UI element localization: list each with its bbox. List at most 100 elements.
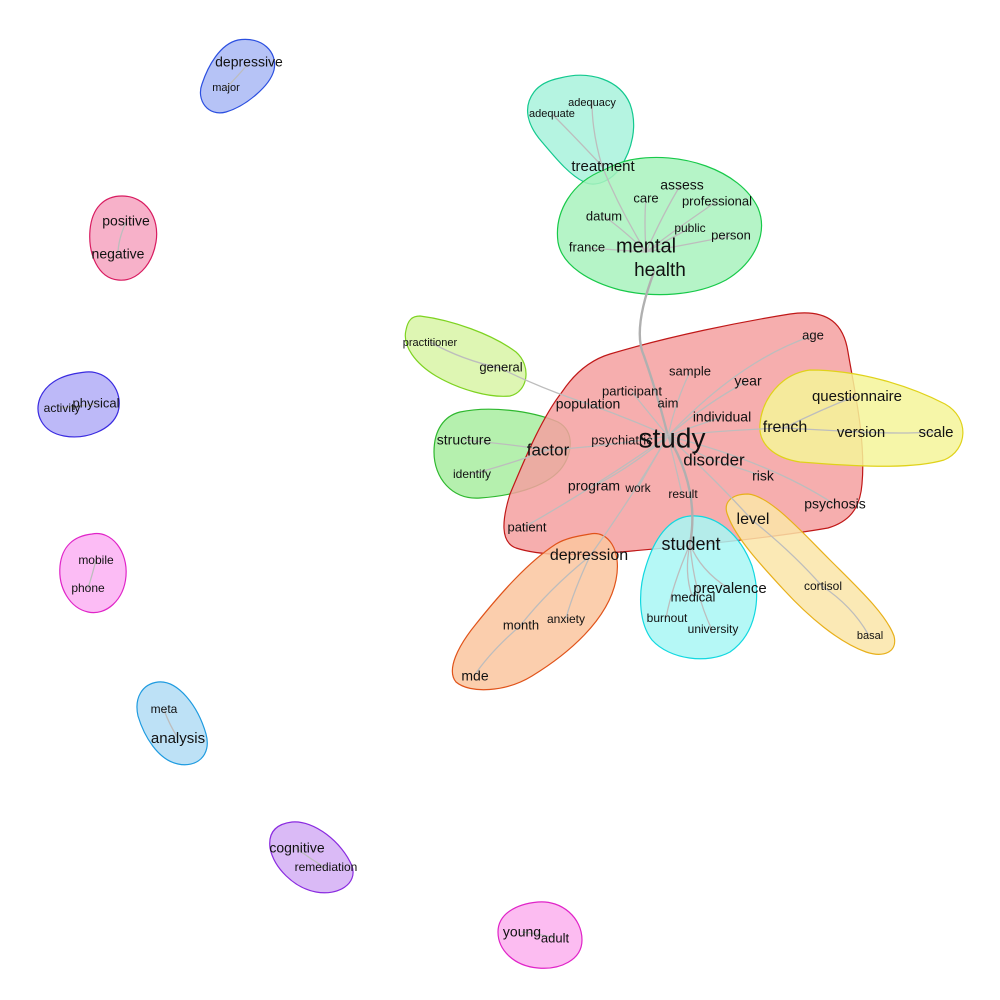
edge-study-student[interactable] (666, 434, 694, 546)
edge-study-french (667, 427, 785, 437)
word-work: work (624, 481, 651, 495)
edge-cognitive-remediation (295, 847, 327, 869)
word-remediation: remediation (295, 860, 358, 874)
edge-study-psychosis (667, 435, 835, 505)
edge-depressive-major (225, 63, 249, 89)
word-negative: negative (92, 246, 145, 262)
edge-study-program (593, 435, 669, 487)
word-structure: structure (437, 432, 492, 448)
edge-study-level (667, 435, 753, 521)
word-aim: aim (658, 395, 679, 410)
word-program: program (568, 478, 620, 494)
edge-health-assess (645, 185, 681, 253)
word-basal: basal (857, 630, 883, 642)
word-major: major (212, 82, 240, 94)
edge-positive-negative (117, 221, 127, 255)
word-datum: datum (586, 208, 622, 223)
edge-treatment-adequate (551, 113, 603, 167)
edge-factor-structure (463, 439, 549, 451)
word-version: version (837, 424, 885, 441)
edge-study-participant (631, 391, 669, 437)
region-mental-health (556, 156, 762, 296)
word-anxiety: anxiety (547, 612, 585, 626)
word-level: level (737, 511, 770, 528)
edge-study-population (587, 403, 669, 437)
word-labels: depressivemajorpositivenegativephysicala… (44, 54, 954, 946)
word-medical: medical (671, 589, 716, 604)
region-physical-activity (37, 371, 120, 438)
word-physical: physical (73, 395, 120, 410)
word-depressive: depressive (215, 54, 283, 70)
word-prevalence: prevalence (693, 580, 766, 597)
word-activity: activity (44, 401, 81, 415)
region-positive-negative (89, 195, 158, 281)
edge-month-mde (473, 625, 521, 677)
word-student: student (661, 534, 720, 554)
edge-study-factor (547, 435, 669, 451)
word-practitioner: practitioner (403, 337, 458, 349)
word-professional: professional (682, 193, 752, 208)
word-analysis: analysis (151, 730, 205, 747)
word-care: care (633, 190, 658, 205)
edge-disorder-risk (711, 459, 763, 477)
word-adult: adult (541, 930, 570, 945)
edge-study-age (667, 335, 813, 437)
edge-health-professional (645, 201, 717, 253)
edge-mobile-phone (87, 559, 97, 589)
network-edges (61, 63, 935, 939)
edge-study-disorder (667, 435, 713, 461)
word-meta: meta (151, 702, 178, 716)
word-population: population (556, 396, 621, 412)
edge-study-individual (667, 417, 721, 437)
word-person: person (711, 227, 751, 242)
word-adequacy: adequacy (568, 97, 616, 109)
word-mental: mental (616, 235, 676, 257)
edge-health-care (644, 197, 647, 253)
word-france: france (569, 239, 605, 254)
edge-version-scale (859, 431, 935, 434)
edge-health-study[interactable] (638, 270, 670, 438)
word-psychiatric: psychiatric (591, 432, 653, 447)
edge-study-sample (667, 371, 691, 437)
word-year: year (734, 373, 762, 389)
edge-general-practitioner (429, 341, 501, 369)
word-university: university (688, 622, 739, 636)
edge-meta-analysis (163, 709, 179, 739)
edge-young-adult (521, 931, 555, 939)
word-age: age (802, 327, 824, 342)
edge-student-burnout (665, 543, 691, 619)
edge-cortisol-basal (821, 585, 869, 635)
word-health: health (634, 260, 686, 281)
edge-depression-month (519, 555, 591, 627)
edge-student-prevalence (689, 543, 729, 589)
word-burnout: burnout (647, 611, 688, 625)
word-questionnaire: questionnaire (812, 388, 902, 405)
word-cognitive: cognitive (269, 840, 324, 856)
edge-health-person (645, 235, 731, 253)
word-patient: patient (507, 519, 546, 534)
edge-health-france (587, 247, 647, 253)
word-study: study (639, 422, 706, 453)
edge-french-version (783, 427, 861, 433)
word-result: result (668, 487, 698, 501)
word-individual: individual (693, 409, 751, 425)
word-risk: risk (752, 468, 775, 484)
word-positive: positive (102, 213, 150, 229)
word-month: month (503, 617, 539, 632)
edge-treatment-adequacy (591, 101, 603, 167)
edge-study-year (667, 381, 747, 437)
region-cognitive-remediation (269, 821, 354, 894)
edge-study-depression (589, 435, 669, 557)
word-phone: phone (71, 581, 105, 595)
word-factor: factor (527, 440, 570, 459)
word-public: public (674, 221, 705, 235)
word-adequate: adequate (529, 108, 575, 120)
word-french: french (763, 419, 807, 436)
word-cortisol: cortisol (804, 579, 842, 593)
region-student (640, 515, 758, 660)
word-disorder: disorder (683, 450, 745, 469)
edge-study-result (667, 435, 683, 495)
edge-factor-identify (471, 449, 549, 475)
word-scale: scale (918, 424, 953, 441)
